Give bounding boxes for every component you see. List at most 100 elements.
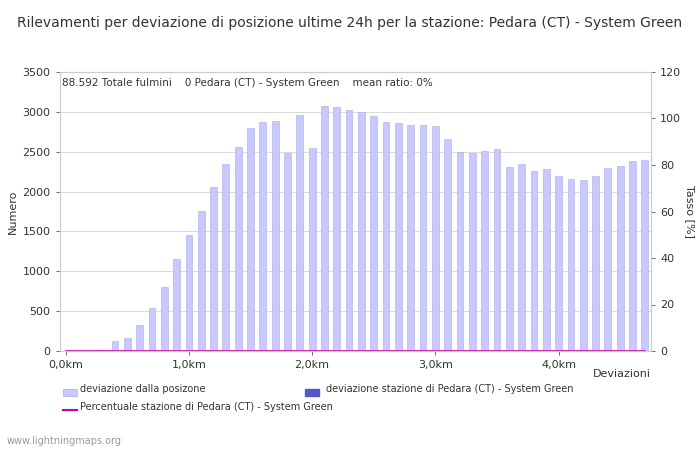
Bar (370, 116, 377, 351)
Percentuale stazione di Pedara (CT) - System Green (468, 348, 477, 354)
Percentuale stazione di Pedara (CT) - System Green (62, 348, 70, 354)
Percentuale stazione di Pedara (CT) - System Green (295, 348, 304, 354)
Percentuale stazione di Pedara (CT) - System Green (160, 348, 169, 354)
Percentuale stazione di Pedara (CT) - System Green (99, 348, 107, 354)
Percentuale stazione di Pedara (CT) - System Green (505, 348, 514, 354)
Bar (173, 259, 180, 351)
Bar (494, 149, 500, 351)
Percentuale stazione di Pedara (CT) - System Green (431, 348, 440, 354)
Text: www.lightningmaps.org: www.lightningmaps.org (7, 436, 122, 446)
Bar (395, 123, 402, 351)
Bar (234, 147, 241, 351)
Percentuale stazione di Pedara (CT) - System Green (246, 348, 255, 354)
Percentuale stazione di Pedara (CT) - System Green (567, 348, 575, 354)
Percentuale stazione di Pedara (CT) - System Green (258, 348, 267, 354)
Text: Deviazioni: Deviazioni (593, 369, 651, 379)
Percentuale stazione di Pedara (CT) - System Green (222, 348, 230, 354)
Bar (321, 106, 328, 351)
Text: Rilevamenti per deviazione di posizione ultime 24h per la stazione: Pedara (CT) : Rilevamenti per deviazione di posizione … (18, 16, 682, 30)
Percentuale stazione di Pedara (CT) - System Green (579, 348, 587, 354)
Bar (124, 338, 131, 351)
Percentuale stazione di Pedara (CT) - System Green (394, 348, 402, 354)
Text: 88.592 Totale fulmini    0 Pedara (CT) - System Green    mean ratio: 0%: 88.592 Totale fulmini 0 Pedara (CT) - Sy… (62, 77, 433, 88)
Percentuale stazione di Pedara (CT) - System Green (234, 348, 242, 354)
Bar (247, 128, 254, 351)
Percentuale stazione di Pedara (CT) - System Green (86, 348, 94, 354)
Percentuale stazione di Pedara (CT) - System Green (616, 348, 624, 354)
Bar (482, 151, 488, 351)
Percentuale stazione di Pedara (CT) - System Green (172, 348, 181, 354)
Bar (407, 125, 414, 351)
Bar (111, 342, 118, 351)
Bar (506, 167, 512, 351)
Bar (580, 180, 587, 351)
Percentuale stazione di Pedara (CT) - System Green (197, 348, 205, 354)
Bar (518, 164, 525, 351)
Percentuale stazione di Pedara (CT) - System Green (135, 348, 143, 354)
Bar (531, 171, 538, 351)
Percentuale stazione di Pedara (CT) - System Green (209, 348, 218, 354)
Bar (568, 179, 574, 351)
Bar (161, 287, 167, 351)
Bar (148, 308, 155, 351)
Percentuale stazione di Pedara (CT) - System Green (592, 348, 600, 354)
Bar (605, 168, 611, 351)
Percentuale stazione di Pedara (CT) - System Green (271, 348, 279, 354)
Percentuale stazione di Pedara (CT) - System Green (357, 348, 365, 354)
Bar (223, 164, 229, 351)
Percentuale stazione di Pedara (CT) - System Green (493, 348, 501, 354)
Percentuale stazione di Pedara (CT) - System Green (530, 348, 538, 354)
Bar (210, 187, 217, 351)
Percentuale stazione di Pedara (CT) - System Green (332, 348, 341, 354)
Text: Percentuale stazione di Pedara (CT) - System Green: Percentuale stazione di Pedara (CT) - Sy… (80, 402, 333, 412)
Percentuale stazione di Pedara (CT) - System Green (480, 348, 489, 354)
Bar (555, 176, 562, 351)
Percentuale stazione di Pedara (CT) - System Green (419, 348, 427, 354)
Y-axis label: Tasso [%]: Tasso [%] (685, 185, 695, 238)
Bar (383, 122, 389, 351)
Y-axis label: Numero: Numero (8, 189, 18, 234)
Bar (99, 350, 106, 351)
Bar (469, 153, 476, 351)
Bar (592, 176, 599, 351)
Percentuale stazione di Pedara (CT) - System Green (284, 348, 292, 354)
Bar (358, 112, 365, 351)
Bar (641, 160, 648, 351)
Percentuale stazione di Pedara (CT) - System Green (320, 348, 328, 354)
Bar (629, 161, 636, 351)
Percentuale stazione di Pedara (CT) - System Green (74, 348, 82, 354)
Percentuale stazione di Pedara (CT) - System Green (640, 348, 649, 354)
Bar (346, 110, 353, 351)
Text: deviazione dalla posizone: deviazione dalla posizone (80, 384, 206, 394)
Percentuale stazione di Pedara (CT) - System Green (111, 348, 119, 354)
Bar (260, 122, 266, 351)
Bar (272, 121, 279, 351)
Percentuale stazione di Pedara (CT) - System Green (554, 348, 563, 354)
Bar (333, 107, 340, 351)
Percentuale stazione di Pedara (CT) - System Green (456, 348, 464, 354)
Bar (284, 153, 291, 351)
Bar (296, 115, 303, 351)
Percentuale stazione di Pedara (CT) - System Green (123, 348, 132, 354)
Bar (543, 169, 550, 351)
Bar (432, 126, 439, 351)
Percentuale stazione di Pedara (CT) - System Green (308, 348, 316, 354)
Bar (456, 152, 463, 351)
Percentuale stazione di Pedara (CT) - System Green (370, 348, 378, 354)
Bar (617, 166, 624, 351)
Bar (419, 125, 426, 351)
Percentuale stazione di Pedara (CT) - System Green (148, 348, 156, 354)
Percentuale stazione di Pedara (CT) - System Green (603, 348, 612, 354)
Percentuale stazione di Pedara (CT) - System Green (517, 348, 526, 354)
Bar (198, 212, 204, 351)
Bar (186, 235, 192, 351)
Percentuale stazione di Pedara (CT) - System Green (185, 348, 193, 354)
Text: deviazione stazione di Pedara (CT) - System Green: deviazione stazione di Pedara (CT) - Sys… (326, 384, 573, 394)
Percentuale stazione di Pedara (CT) - System Green (345, 348, 354, 354)
Bar (136, 325, 143, 351)
Percentuale stazione di Pedara (CT) - System Green (382, 348, 391, 354)
Percentuale stazione di Pedara (CT) - System Green (542, 348, 550, 354)
Percentuale stazione di Pedara (CT) - System Green (407, 348, 415, 354)
Bar (309, 148, 316, 351)
Percentuale stazione di Pedara (CT) - System Green (444, 348, 452, 354)
